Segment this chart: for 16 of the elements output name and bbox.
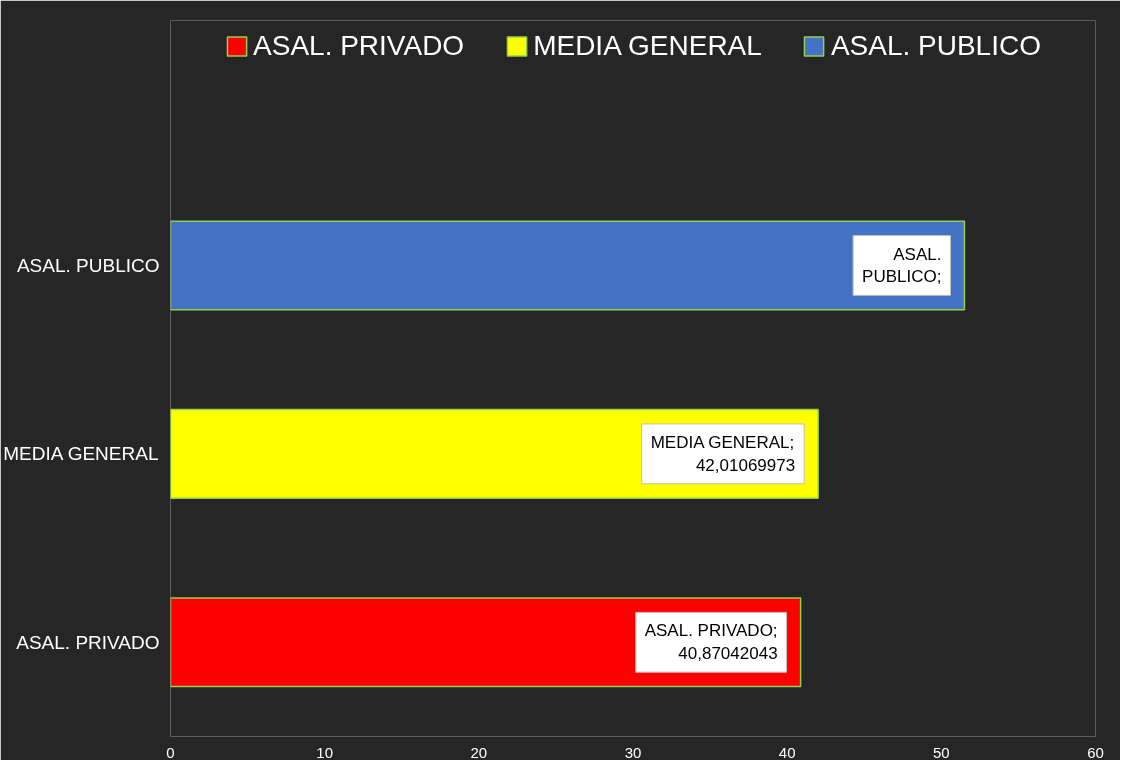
legend-label: ASAL. PRIVADO (253, 30, 465, 62)
legend-label: MEDIA GENERAL (533, 30, 762, 62)
y-tick-label: ASAL. PUBLICO (16, 254, 160, 276)
y-tick-label: ASAL. PRIVADO (16, 631, 160, 653)
x-tick-label: 50 (932, 743, 950, 761)
data-label: MEDIA GENERAL; 42,01069973 (650, 432, 796, 475)
x-tick-label: 30 (624, 743, 642, 761)
x-tick-label: 10 (316, 743, 334, 761)
x-tick-label: 60 (1087, 743, 1104, 761)
data-label: ASAL. PUBLICO; (862, 244, 942, 287)
data-label: ASAL. PRIVADO; 40,87042043 (644, 621, 778, 664)
legend-label: ASAL. PUBLICO (830, 30, 1041, 62)
y-tick-label: MEDIA GENERAL (3, 443, 159, 465)
x-tick-label: 20 (470, 743, 488, 761)
x-tick-label: 0 (166, 743, 175, 761)
x-tick-label: 40 (778, 743, 796, 761)
